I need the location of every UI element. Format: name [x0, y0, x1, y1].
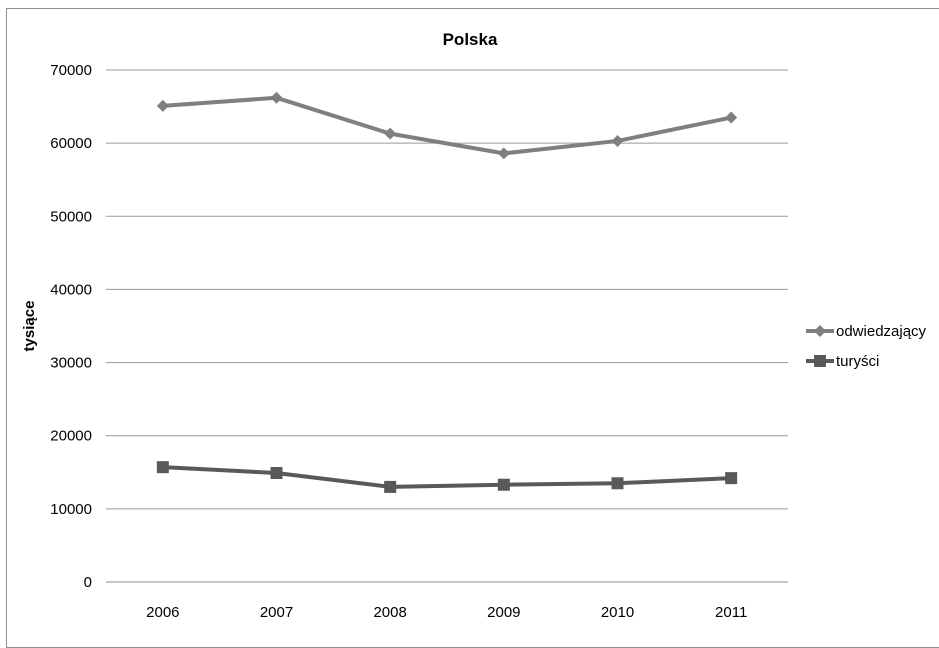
data-point	[270, 91, 283, 104]
y-tick-label: 30000	[50, 355, 92, 372]
data-point	[497, 147, 510, 160]
x-tick-label: 2011	[715, 604, 747, 621]
chart-frame	[6, 8, 939, 648]
y-tick-labels: 0 10000 20000 30000 40000 50000 60000 70000	[50, 62, 92, 591]
data-point	[384, 480, 397, 493]
x-tick-label: 2008	[373, 604, 406, 621]
x-tick-label: 2010	[601, 604, 634, 621]
series-line	[162, 465, 732, 489]
series-lines	[156, 91, 738, 493]
y-axis-label: tysiące	[21, 301, 38, 352]
chart-title: Polska	[443, 30, 498, 49]
y-tick-label: 20000	[50, 428, 92, 445]
legend-marker	[814, 325, 826, 337]
legend-label: turyści	[836, 353, 879, 370]
data-point	[384, 127, 397, 140]
series-odwiedzający	[156, 91, 738, 160]
data-point	[270, 467, 283, 480]
x-tick-label: 2007	[260, 604, 293, 621]
series-line	[162, 95, 732, 156]
data-point	[611, 134, 624, 147]
data-point	[156, 99, 169, 112]
data-point	[611, 477, 624, 490]
y-tick-label: 50000	[50, 208, 92, 225]
y-tick-label: 10000	[50, 501, 92, 518]
legend-item: turyści	[806, 353, 879, 370]
gridlines	[106, 69, 788, 583]
data-point	[725, 111, 738, 124]
legend: odwiedzający turyści	[806, 323, 927, 370]
y-tick-label: 0	[84, 574, 92, 591]
series-turyści	[156, 461, 738, 493]
data-point	[725, 472, 738, 485]
x-tick-label: 2009	[487, 604, 520, 621]
x-tick-label: 2006	[146, 604, 179, 621]
data-point	[156, 461, 169, 474]
legend-label: odwiedzający	[836, 323, 927, 340]
y-tick-label: 70000	[50, 62, 92, 79]
y-tick-label: 40000	[50, 281, 92, 298]
y-tick-label: 60000	[50, 135, 92, 152]
legend-item: odwiedzający	[806, 323, 927, 340]
x-tick-labels: 2006 2007 2008 2009 2010 2011	[146, 604, 747, 621]
line-chart: Polska tysiące 0 10000 20000 30000 40000 5000…	[21, 30, 927, 621]
legend-marker	[814, 355, 826, 367]
data-point	[497, 478, 510, 491]
